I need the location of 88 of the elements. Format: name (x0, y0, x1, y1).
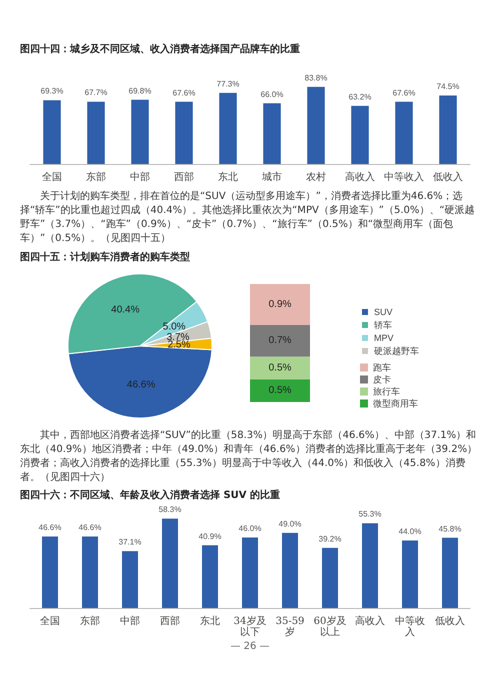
x-tick-label: 中等收入 (395, 615, 425, 638)
bar (282, 532, 298, 608)
data-label: 46.6% (38, 523, 62, 532)
x-tick-label: 34岁及以下 (234, 615, 266, 638)
x-tick-label: 全国 (42, 171, 62, 183)
legend-label: 硬派越野车 (374, 346, 419, 356)
x-tick-label: 高收入 (345, 171, 375, 183)
bar (250, 379, 310, 402)
x-tick-label: 农村 (306, 171, 326, 183)
bar (202, 545, 218, 608)
data-label: 83.8% (304, 73, 328, 82)
x-tick-label: 低收入 (433, 171, 463, 183)
bar (131, 100, 149, 164)
bar (219, 92, 237, 164)
bar (122, 551, 138, 608)
x-tick-label: 东北 (200, 615, 220, 627)
data-label: 49.0% (278, 519, 302, 528)
data-label: 55.3% (358, 510, 382, 519)
data-label: 0.5% (268, 385, 292, 396)
bar (242, 537, 258, 608)
data-label: 46.0% (238, 524, 262, 533)
x-tick-label: 60岁及以上 (314, 615, 346, 638)
legend-label: 轿车 (374, 320, 392, 330)
data-label: 0.9% (268, 298, 292, 310)
data-label: 58.3% (158, 505, 182, 514)
x-tick-label: 西部 (160, 615, 180, 627)
x-tick-label: 35-59岁 (276, 616, 304, 638)
bar (87, 102, 105, 164)
x-tick-label: 中等收入 (384, 171, 424, 183)
text: 关于计划的购车类型，排在首位的是“SUV（运动型多用途车）”，消费者选择比重为46.6%；选择“轿车”的比重也超过四成（40.4%）。其他选择比重依次为“MPV（多用途车）”（5.0%）、“硬派越野车”（3.7%）、“跑车”（0.9%）、“皮卡”（0.7%）、“旅行车”（0.5%）和“微型商用车（面包车）”（0.5%）。（见图四十五） (20, 190, 476, 246)
bar (175, 102, 193, 164)
data-label: 45.8% (438, 524, 462, 534)
bar (307, 86, 325, 164)
x-tick-label: 高收入 (355, 615, 385, 627)
data-label: 46.6% (78, 523, 102, 532)
data-label: 44.0% (398, 527, 422, 536)
bar (322, 548, 338, 608)
bar (362, 523, 378, 608)
bar (250, 284, 310, 325)
data-label: 67.7% (84, 88, 108, 98)
x-tick-label: 中部 (120, 615, 140, 627)
x-tick-label: 全国 (40, 615, 60, 627)
data-label: 69.3% (40, 86, 64, 96)
bar (442, 538, 458, 608)
chart-title: 图四十四：城乡及不同区域、收入消费者选择国产品牌车的比重 (20, 42, 300, 56)
legend-label: 旅行车 (373, 386, 400, 396)
data-label: 67.6% (392, 88, 416, 98)
bar (43, 100, 61, 164)
data-label: 0.5% (268, 362, 292, 374)
x-tick-label: 低收入 (435, 615, 465, 627)
x-tick-label: 东部 (86, 171, 106, 183)
x-tick-label: 城市 (261, 171, 282, 183)
data-label: 5.0% (162, 322, 186, 333)
x-tick-label: 中部 (130, 171, 150, 183)
data-label: 67.6% (172, 88, 196, 98)
data-label: 40.9% (198, 532, 222, 541)
bar (250, 324, 310, 357)
x-tick-label: 东北 (218, 171, 238, 183)
bar (42, 536, 58, 608)
bar (351, 106, 369, 164)
legend-label: 跑车 (373, 362, 391, 372)
legend-label: 皮卡 (373, 374, 391, 384)
legend-label: SUV (374, 307, 393, 317)
bar (162, 518, 178, 608)
data-label: 37.1% (118, 538, 142, 547)
x-tick-label: 东部 (80, 615, 100, 627)
bar (402, 540, 418, 608)
data-label: 46.6% (126, 379, 156, 390)
data-label: 39.2% (318, 534, 342, 544)
data-label: 77.3% (216, 79, 240, 88)
bar (82, 536, 98, 608)
bar (263, 103, 281, 164)
data-label: 69.8% (128, 86, 152, 96)
x-tick-label: 西部 (174, 171, 194, 183)
text: — 26 — (229, 640, 271, 654)
data-label: 0.7% (268, 335, 292, 346)
data-label: 74.5% (436, 82, 460, 91)
data-label: 66.0% (260, 90, 284, 99)
bar (439, 95, 457, 164)
data-label: 63.2% (348, 92, 372, 102)
chart-title: 图四十六：不同区域、年龄及收入消费者选择 SUV 的比重 (20, 488, 280, 502)
chart-title: 图四十五：计划购车消费者的购车类型 (20, 250, 190, 264)
bar (395, 102, 413, 164)
text: 其中，西部地区消费者选择“SUV”的比重（58.3%）明显高于东部（46.6%）、中部（37.1%）和东北（40.9%）地区消费者；中年（49.0%）和青年（46.6%）消费者的选择比重高于老年（39.2%）消费者；高收入消费者的选择比重（55.3%）明显高于中等收入（44.0%）和低收入（45.8%）消费者。（见图四十六） (20, 429, 478, 485)
legend-label: 微型商用车 (373, 398, 418, 408)
data-label: 40.4% (111, 304, 140, 316)
legend-label: MPV (374, 333, 394, 343)
bar (250, 356, 310, 380)
